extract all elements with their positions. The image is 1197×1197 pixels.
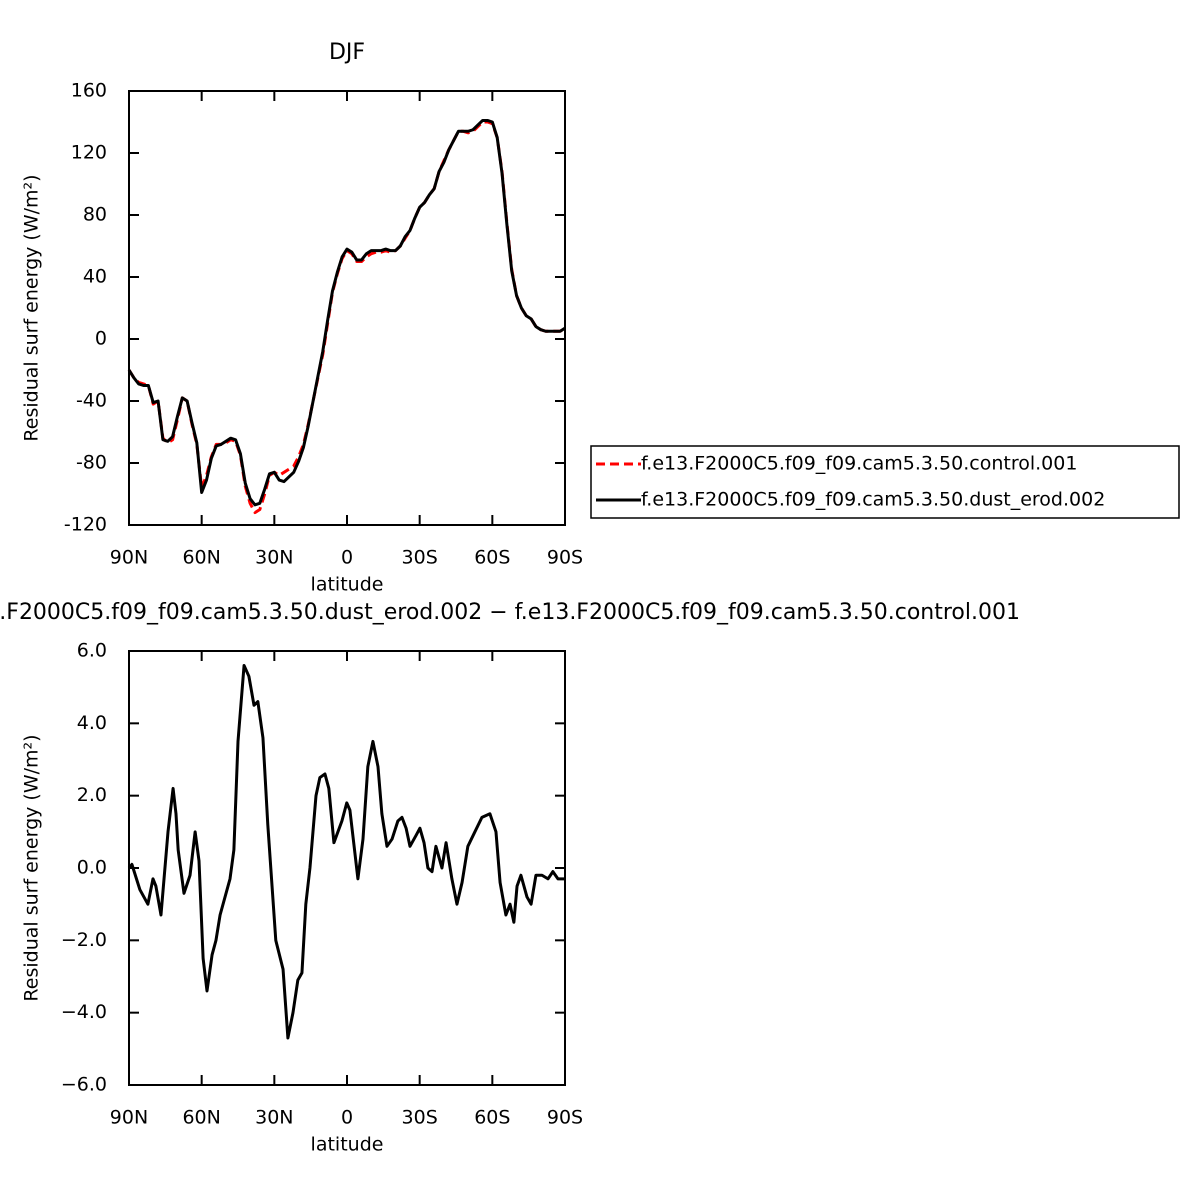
y-tick-label: -80 — [76, 452, 107, 474]
y-tick-label: 2.0 — [77, 784, 107, 806]
series-line — [127, 118, 566, 507]
x-axis-label: latitude — [311, 1134, 384, 1156]
x-tick-label: 0 — [341, 1107, 353, 1129]
y-axis-label: Residual surf energy (W/m²) — [21, 734, 43, 1001]
y-axis-label: Residual surf energy (W/m²) — [21, 174, 43, 441]
y-tick-label: 40 — [83, 266, 107, 288]
y-tick-label: 0 — [95, 328, 107, 350]
legend-label: f.e13.F2000C5.f09_f09.cam5.3.50.dust_ero… — [641, 489, 1105, 511]
legend-label: f.e13.F2000C5.f09_f09.cam5.3.50.control.… — [641, 453, 1077, 475]
plot-frame — [128, 650, 566, 1086]
x-tick-label: 90N — [110, 547, 148, 569]
x-tick-label: 0 — [341, 547, 353, 569]
y-tick-label: -120 — [64, 514, 107, 536]
x-tick-label: 60S — [474, 1107, 510, 1129]
y-tick-label: −2.0 — [61, 929, 107, 951]
y-tick-label: 6.0 — [77, 640, 107, 662]
x-tick-label: 90S — [547, 1107, 583, 1129]
x-tick-label: 30N — [255, 1107, 293, 1129]
x-tick-label: 90S — [547, 547, 583, 569]
y-tick-label: 4.0 — [77, 712, 107, 734]
x-tick-label: 60S — [474, 547, 510, 569]
y-tick-label: 120 — [71, 142, 107, 164]
x-tick-label: 60N — [182, 547, 220, 569]
y-tick-label: 0.0 — [77, 857, 107, 879]
x-tick-label: 90N — [110, 1107, 148, 1129]
x-tick-label: 60N — [182, 1107, 220, 1129]
chart-title: f.e13.F2000C5.f09_f09.cam5.3.50.dust_ero… — [0, 600, 1020, 625]
x-tick-label: 30S — [402, 1107, 438, 1129]
series-line — [127, 663, 565, 1040]
y-tick-label: -40 — [76, 390, 107, 412]
y-tick-label: 160 — [71, 80, 107, 102]
series-line — [127, 120, 566, 515]
x-tick-label: 30N — [255, 547, 293, 569]
legend-box — [590, 445, 1180, 519]
chart-title: DJF — [329, 40, 365, 65]
x-axis-label: latitude — [311, 574, 384, 596]
y-tick-label: −6.0 — [61, 1074, 107, 1096]
y-tick-label: 80 — [83, 204, 107, 226]
plot-frame — [128, 90, 566, 526]
y-tick-label: −4.0 — [61, 1001, 107, 1023]
x-tick-label: 30S — [402, 547, 438, 569]
